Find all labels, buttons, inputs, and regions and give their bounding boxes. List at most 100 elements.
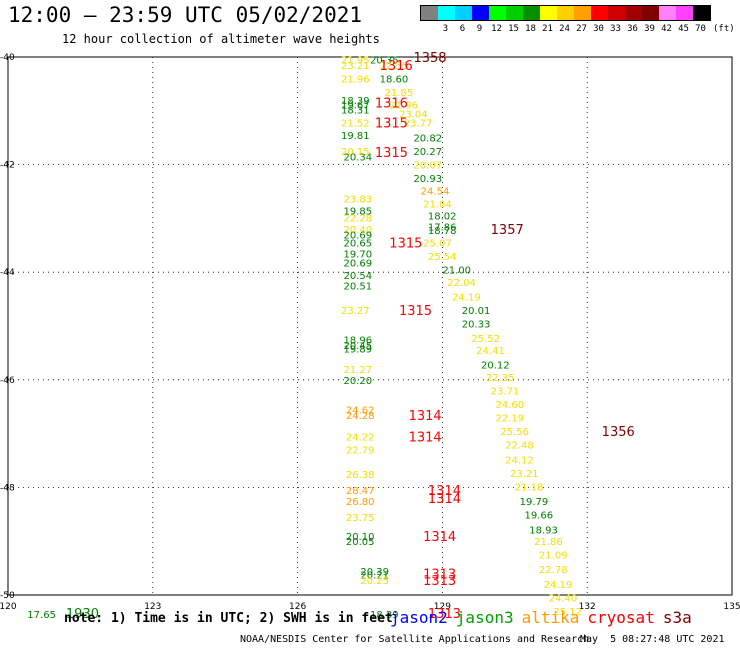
wave-height-value: 21.18 [515,482,544,493]
wave-height-value: 21.00 [442,266,471,277]
wave-height-value: 22.28 [343,213,372,224]
color-scale-label: 9 [476,24,483,34]
color-scale-cell [540,6,557,20]
wave-height-value: 19.67 [341,100,370,111]
wave-height-value: 18.60 [380,75,409,86]
wave-height-value: 20.01 [462,306,491,317]
x-tick-label: 123 [144,602,161,612]
pass-time-label: 1314 [409,430,442,445]
wave-height-value: 22.04 [447,278,476,289]
wave-height-value: 20.69 [343,231,372,242]
wave-height-value: 22.78 [539,565,568,576]
pass-time-label: 1315 [375,146,408,161]
generated-timestamp: May 5 08:27:48 UTC 2021 [580,634,725,645]
color-scale-cell [438,6,455,20]
color-scale-label: 39 [644,24,655,34]
wave-height-value: 23.75 [346,513,375,524]
wave-height-value: 24.60 [495,400,524,411]
pass-time-label: 1315 [399,304,432,319]
wave-height-value: 24.19 [452,292,481,303]
wave-height-value: 20.45 [343,341,372,352]
wave-height-value: 21.84 [423,199,452,210]
color-scale-label: 6 [459,24,466,34]
wave-height-value: 19.66 [524,510,553,521]
color-scale: 3 6 9 12 15 18 21 24 27 30 33 36 39 42 45 70 (ft) [420,5,735,34]
wave-height-value: 19.89 [343,345,372,356]
wave-height-value: 20.34 [343,153,372,164]
x-tick-label: 132 [579,602,596,612]
pass-time-label: 1356 [602,425,635,440]
wave-height-value: 22.79 [346,446,375,457]
wave-height-value: 20.51 [343,282,372,293]
legend-item: altika [521,608,580,627]
wave-height-value: 25.52 [471,334,500,345]
wave-height-value: 24.22 [346,432,375,443]
wave-height-value: 20.20 [343,376,372,387]
pass-time-label: 1316 [380,59,413,74]
y-tick-label: -44 [0,268,15,278]
color-scale-label: 18 [525,24,536,34]
pass-time-label: 1314 [423,530,456,545]
wave-height-value: 21.27 [343,365,372,376]
x-tick-label: 120 [0,602,17,612]
wave-height-value: 24.28 [346,411,375,422]
wave-height-value: 23.27 [341,306,370,317]
wave-height-value: 21.96 [341,75,370,86]
wave-height-value: 20.21 [360,571,389,582]
x-tick-label: 126 [289,602,306,612]
color-scale-cell [421,6,438,20]
legend-item: s3a [662,608,692,627]
pass-time-label: 1357 [491,223,524,238]
color-scale-label: 33 [610,24,621,34]
y-tick-label: -42 [0,161,15,171]
color-scale-cell [591,6,608,20]
wave-height-value: 21.86 [534,537,563,548]
credit-line: NOAA/NESDIS Center for Satellite Applica… [240,634,590,645]
color-scale-cell [472,6,489,20]
footnote: note: 1) Time is in UTC; 2) SWH is in fe… [64,611,393,626]
wave-height-value: 21.52 [341,119,370,130]
wave-height-value: 20.35 [370,56,399,67]
wave-height-value: 17.86 [428,222,457,233]
y-tick-label: -50 [0,591,15,601]
wave-height-value: 23.77 [404,119,433,130]
color-scale-labels: 3 6 9 12 15 18 21 24 27 30 33 36 39 42 45 70 (ft) [420,21,735,34]
color-scale-label: 70 [695,24,706,34]
y-tick-label: -40 [0,53,15,63]
wave-height-value: 26.80 [346,497,375,508]
color-scale-cell [693,6,710,20]
pass-time-label: 1313 [428,607,461,622]
pass-time-label: 1930 [66,607,99,622]
wave-height-value: 20.10 [346,532,375,543]
wave-height-value: 19.70 [343,249,372,260]
plot-frame [7,56,733,596]
wave-height-value: 18.02 [428,212,457,223]
color-scale-label: 45 [678,24,689,34]
legend-item: cryosat [587,608,655,627]
wave-height-value: 22.48 [505,440,534,451]
wave-height-value: 22.35 [486,373,515,384]
wave-height-value: 25.56 [500,427,529,438]
color-scale-label: 36 [627,24,638,34]
wave-height-value: 23.71 [491,387,520,398]
color-scale-bar [420,5,711,21]
wave-height-value: 24.40 [549,594,578,605]
color-scale-cell [608,6,625,20]
wave-height-value: 20.12 [481,361,510,372]
page-title: 12:00 – 23:59 UTC 05/02/2021 [8,3,363,27]
color-scale-cell [455,6,472,20]
wave-height-value: 20.25 [360,576,389,587]
wave-height-value: 24.62 [346,405,375,416]
wave-height-value: 18.93 [529,525,558,536]
wave-height-value: 25.12 [553,607,582,618]
wave-height-value: 19.79 [520,497,549,508]
wave-height-value: 24.41 [476,346,505,357]
color-scale-label: 3 [442,24,449,34]
color-scale-cell [659,6,676,20]
legend-item: jason3 [455,608,514,627]
color-scale-cell [676,6,693,20]
wave-height-value: 24.54 [421,186,450,197]
color-scale-cell [489,6,506,20]
wave-height-value: 20.93 [413,174,442,185]
